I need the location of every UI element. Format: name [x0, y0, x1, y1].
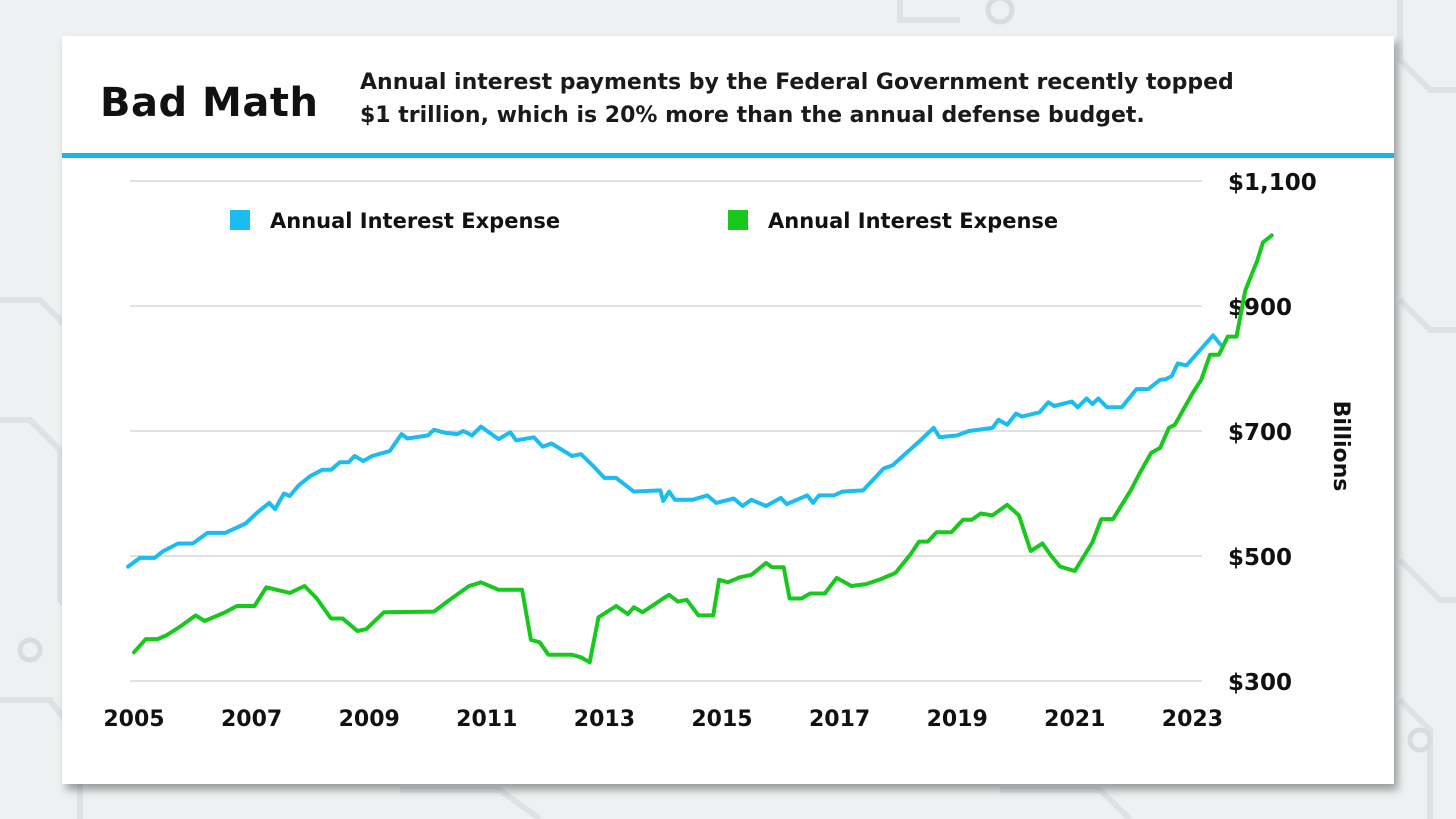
y-axis-label: Billions: [1328, 401, 1353, 492]
series-line-1: [126, 333, 1223, 569]
x-tick-label: 2015: [691, 707, 752, 732]
subtitle: Annual interest payments by the Federal …: [360, 66, 1360, 132]
x-tick-label: 2007: [221, 707, 282, 732]
subtitle-line-2: $1 trillion, which is 20% more than the …: [360, 103, 1145, 128]
accent-divider: [62, 153, 1394, 158]
x-tick-label: 2023: [1162, 707, 1223, 732]
x-tick-label: 2013: [574, 707, 635, 732]
legend-label: Annual Interest Expense: [768, 209, 1058, 233]
legend-swatch: [728, 210, 748, 230]
legend-swatch: [230, 210, 250, 230]
x-axis-ticks: 2005 2007 2009 2011 2013 2015 2017 2019 2021 2023: [103, 707, 1223, 732]
subtitle-line-1: Annual interest payments by the Federal …: [360, 70, 1234, 95]
header: Bad Math Annual interest payments by the…: [62, 36, 1394, 154]
x-tick-label: 2017: [809, 707, 870, 732]
y-tick-label: $1,100: [1228, 170, 1317, 196]
line-chart: $300$500$700$900$1,100 2005 2007 2009 2011 2…: [103, 170, 1353, 732]
y-axis-ticks: $300 $500 $700 $900 $1,100: [1228, 170, 1317, 696]
x-tick-label: 2021: [1044, 707, 1105, 732]
y-tick-label: $700: [1228, 420, 1292, 446]
x-tick-label: 2011: [456, 707, 517, 732]
gridlines: [130, 180, 1202, 682]
y-tick-label: $500: [1228, 545, 1292, 571]
x-tick-label: 2009: [339, 707, 400, 732]
x-tick-label: 2005: [103, 707, 164, 732]
y-tick-label: $900: [1228, 295, 1292, 321]
y-tick-label: $300: [1228, 670, 1292, 696]
x-tick-label: 2019: [927, 707, 988, 732]
legend: Annual Interest Expense Annual Interest E…: [230, 209, 1058, 233]
series-line-2: [132, 233, 1274, 665]
series-lines: [126, 233, 1274, 665]
page-title: Bad Math: [100, 80, 319, 126]
chart-card: Bad Math Annual interest payments by the…: [62, 36, 1394, 784]
legend-label: Annual Interest Expense: [270, 209, 560, 233]
